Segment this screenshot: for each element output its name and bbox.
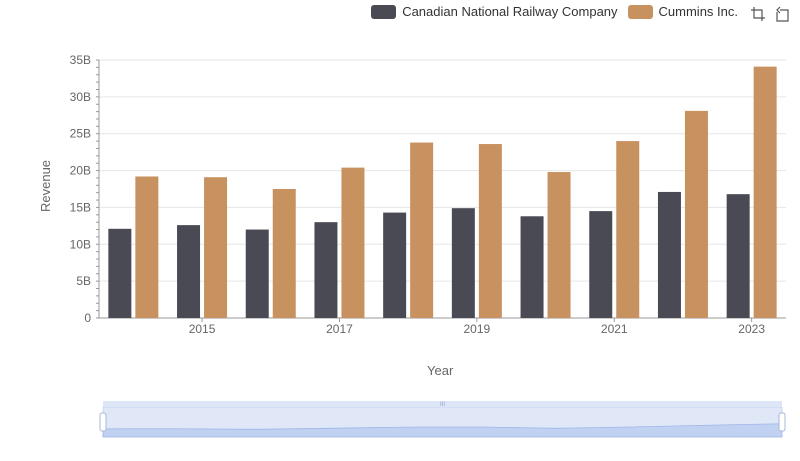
bar-cn-rail-2014[interactable] — [108, 228, 132, 318]
bar-cummins-2018[interactable] — [410, 142, 434, 318]
bar-cn-rail-2023[interactable] — [726, 194, 750, 318]
y-tick-label: 15B — [70, 200, 91, 214]
y-tick-label: 20B — [70, 164, 91, 178]
y-tick-label: 0 — [84, 311, 91, 325]
legend-item-series-0[interactable]: Canadian National Railway Company — [371, 4, 618, 19]
bar-cn-rail-2022[interactable] — [657, 191, 681, 318]
bar-cummins-2021[interactable] — [616, 141, 640, 318]
bar-cn-rail-2017[interactable] — [314, 222, 338, 318]
bar-cummins-2015[interactable] — [204, 177, 228, 318]
x-tick-label: 2019 — [463, 322, 490, 336]
y-tick-label: 30B — [70, 90, 91, 104]
y-axis-title: Revenue — [38, 159, 53, 212]
bar-cn-rail-2015[interactable] — [177, 225, 201, 318]
zoom-select-icon[interactable] — [750, 6, 766, 22]
zoom-selected-window[interactable] — [103, 407, 782, 437]
zoom-drag-bar[interactable] — [103, 401, 782, 407]
y-tick-label: 10B — [70, 237, 91, 251]
toolbox — [750, 6, 790, 22]
y-tick-label: 5B — [76, 274, 91, 288]
bar-cummins-2017[interactable] — [341, 167, 365, 318]
bar-cummins-2022[interactable] — [684, 110, 708, 318]
y-tick-label: 35B — [70, 53, 91, 67]
chart: 0 5B 10B 15B 20B 25B 30B 35B 2015 2017 2019 2021 202… — [70, 53, 786, 336]
legend-label-series-1: Cummins Inc. — [658, 4, 738, 19]
restore-icon[interactable] — [774, 6, 790, 22]
bar-cummins-2016[interactable] — [272, 189, 296, 318]
legend-swatch-series-1 — [627, 4, 653, 19]
bar-cn-rail-2020[interactable] — [520, 216, 544, 318]
bar-cn-rail-2021[interactable] — [589, 211, 613, 318]
x-tick-label: 2015 — [189, 322, 216, 336]
bar-cn-rail-2016[interactable] — [245, 229, 269, 318]
y-tick-label: 25B — [70, 127, 91, 141]
zoom-slider[interactable]: III — [0, 395, 800, 445]
x-tick-label: 2017 — [326, 322, 353, 336]
x-axis-title: Year — [427, 363, 454, 378]
legend-label-series-0: Canadian National Railway Company — [402, 4, 618, 19]
bar-cummins-2020[interactable] — [547, 172, 571, 318]
zoom-start-handle[interactable] — [99, 412, 107, 432]
zoom-drag-grip: III — [440, 402, 445, 408]
bar-cummins-2014[interactable] — [135, 176, 159, 318]
legend-swatch-series-0 — [371, 4, 397, 19]
bar-cn-rail-2019[interactable] — [451, 208, 475, 318]
bar-cummins-2023[interactable] — [753, 66, 777, 319]
zoom-end-handle[interactable] — [778, 412, 786, 432]
x-tick-label: 2023 — [738, 322, 765, 336]
bar-cummins-2019[interactable] — [478, 144, 502, 318]
x-tick-label: 2021 — [601, 322, 628, 336]
bar-cn-rail-2018[interactable] — [383, 212, 407, 318]
legend-item-series-1[interactable]: Cummins Inc. — [627, 4, 738, 19]
legend: Canadian National Railway Company Cummin… — [371, 4, 738, 19]
